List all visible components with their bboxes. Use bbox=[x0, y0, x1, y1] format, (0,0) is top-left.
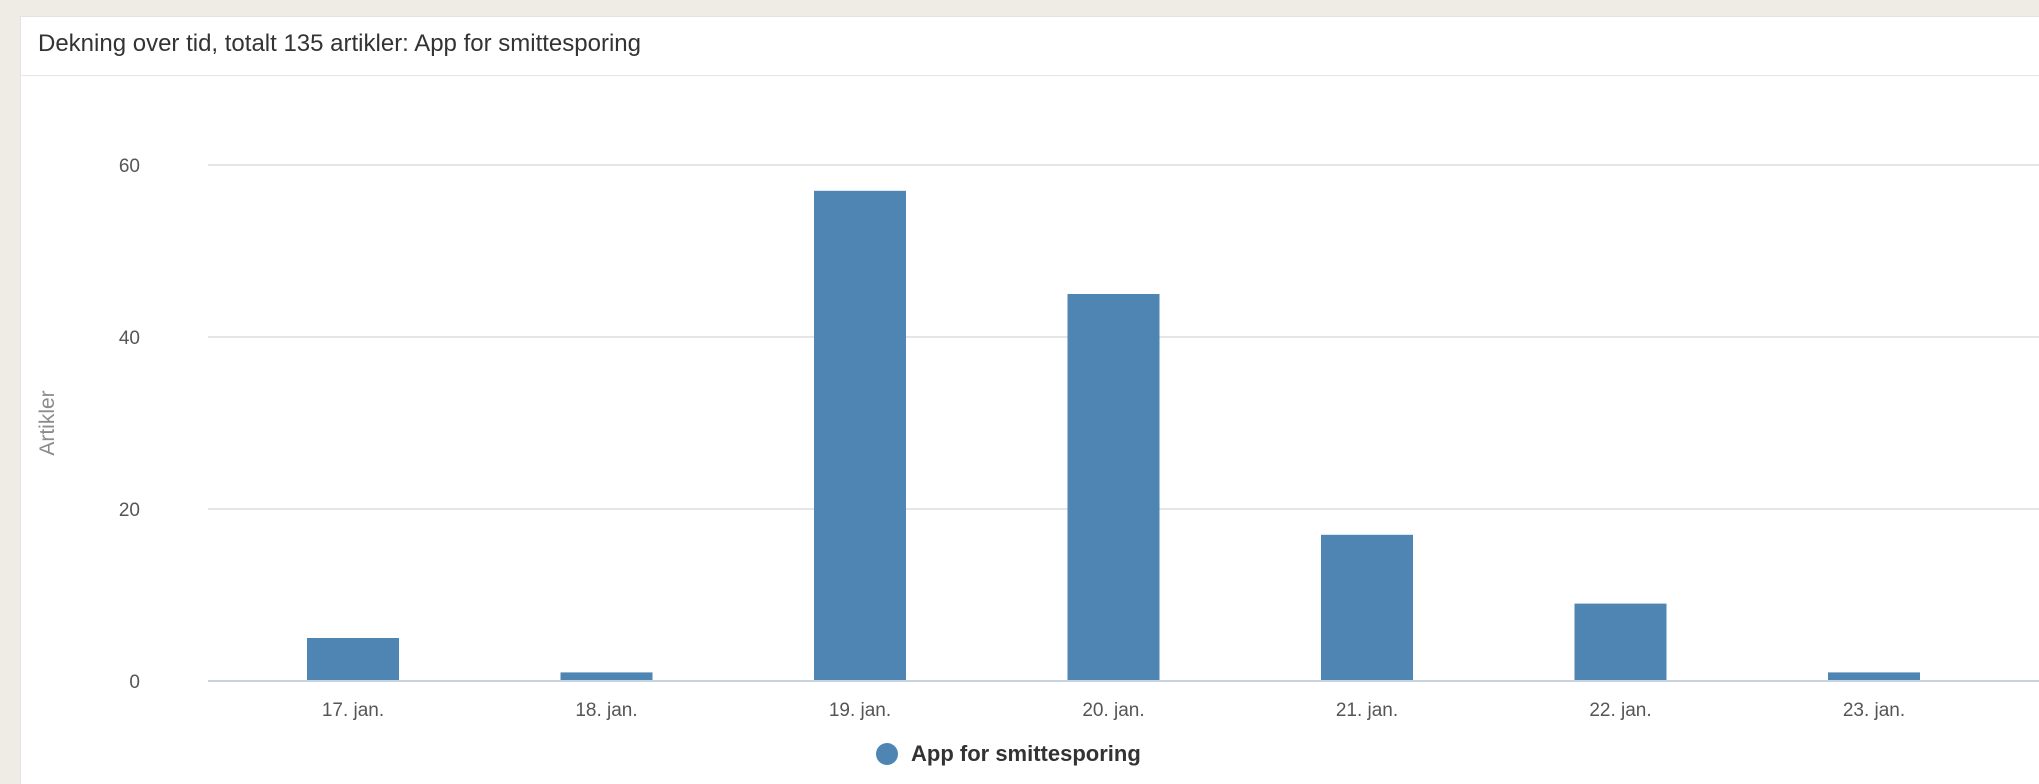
bar bbox=[1321, 534, 1413, 681]
chart-title: Dekning over tid, totalt 135 artikler: A… bbox=[38, 30, 641, 57]
x-tick-label: 19. jan. bbox=[829, 700, 891, 721]
legend-label: App for smittesporing bbox=[911, 741, 1141, 766]
y-tick-label: 40 bbox=[119, 328, 140, 349]
bar bbox=[1574, 603, 1667, 681]
y-axis-title: Artikler bbox=[36, 390, 59, 455]
bar bbox=[1828, 672, 1920, 681]
panel-header: Dekning over tid, totalt 135 artikler: A… bbox=[21, 17, 2039, 76]
y-tick-label: 60 bbox=[119, 156, 140, 177]
bar bbox=[814, 190, 906, 682]
x-tick-label: 21. jan. bbox=[1336, 700, 1398, 721]
x-tick-label: 23. jan. bbox=[1843, 700, 1905, 721]
x-tick-label: 18. jan. bbox=[575, 700, 637, 721]
legend[interactable]: App for smittesporing bbox=[876, 741, 1141, 767]
legend-swatch bbox=[876, 743, 898, 765]
bar bbox=[560, 672, 653, 681]
x-tick-label: 22. jan. bbox=[1589, 700, 1651, 721]
y-tick-label: 20 bbox=[119, 500, 140, 521]
y-tick-label: 0 bbox=[129, 672, 140, 693]
bar bbox=[1067, 294, 1160, 681]
bar bbox=[307, 638, 399, 681]
x-tick-label: 17. jan. bbox=[322, 700, 384, 721]
x-tick-label: 20. jan. bbox=[1082, 700, 1144, 721]
